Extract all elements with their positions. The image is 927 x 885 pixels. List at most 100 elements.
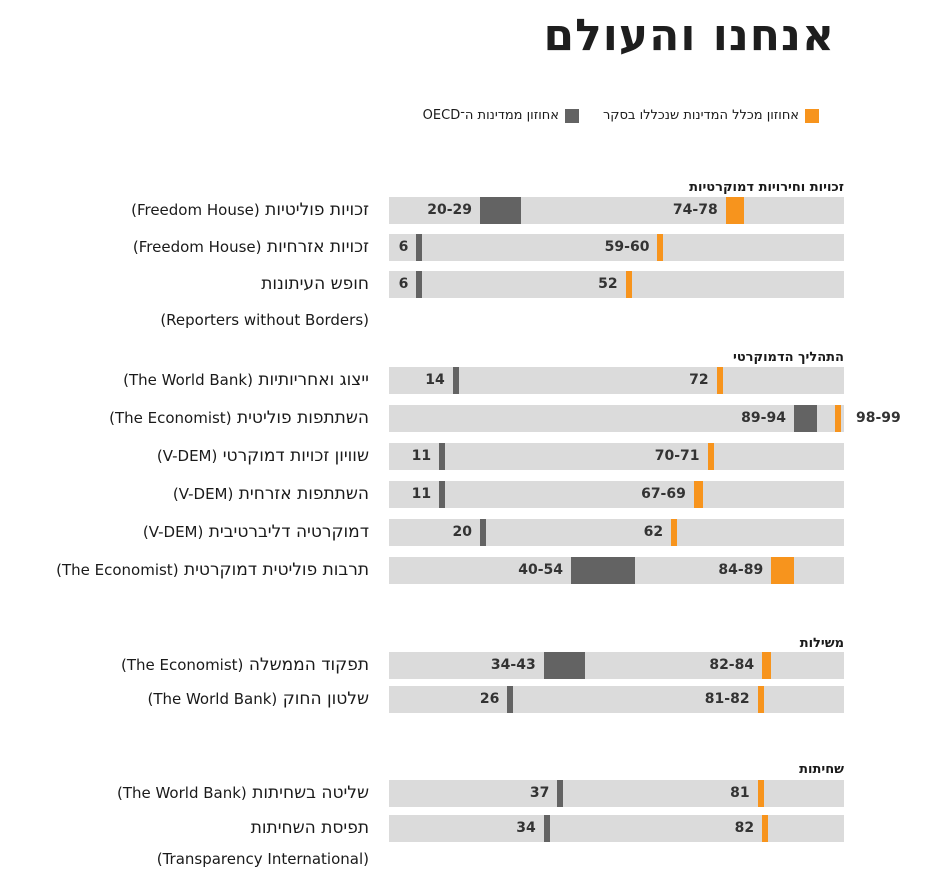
row-label: זכויות אזרחיות (Freedom House) [14, 237, 369, 257]
all-countries-value-label: 82-84 [709, 657, 755, 673]
all-countries-percentile-mark [762, 815, 769, 842]
oecd-value-label: 20-29 [427, 202, 472, 218]
bar-track: 6 59-60 [389, 234, 844, 261]
oecd-value-label: 26 [479, 691, 500, 707]
indicator-name: תרבות פוליטית דמוקרטית [183, 560, 369, 580]
row-label: שליטה בשחיתות (The World Bank) [14, 783, 369, 803]
indicator-name: זכויות אזרחיות [266, 237, 369, 257]
indicator-name: השתתפות אזרחית [238, 484, 369, 504]
all-countries-value-label: 62 [643, 524, 664, 540]
oecd-value-label: 6 [398, 276, 409, 292]
all-countries-percentile-mark [757, 686, 764, 713]
oecd-value-label: 11 [411, 448, 432, 464]
indicator-source: (V-DEM) [172, 485, 234, 503]
bar-track: 11 67-69 [389, 481, 844, 508]
indicator-source: (The Economist) [109, 409, 232, 427]
oecd-value-label: 11 [411, 486, 432, 502]
legend-label-oecd: אחוזון ממדינות ה־OECD [422, 108, 559, 123]
indicator-name: שלטון החוק [282, 689, 369, 709]
row-label: חופש העיתונות [14, 274, 369, 294]
all-countries-value-label: 98-99 [856, 410, 901, 426]
bar-track: 11 70-71 [389, 443, 844, 470]
indicator-source: (The World Bank) [116, 784, 247, 802]
legend-swatch-all-countries [805, 108, 819, 123]
bar-track: 40-54 84-89 [389, 557, 844, 584]
all-countries-percentile-mark [762, 652, 772, 679]
oecd-percentile-mark [543, 815, 550, 842]
row-label: תרבות פוליטית דמוקרטית (The Economist) [14, 560, 369, 580]
oecd-value-label: 14 [425, 372, 445, 388]
row-label: תפקוד הממשלה (The Economist) [14, 655, 369, 675]
indicator-name: דמוקרטיה דליברטיבית [208, 522, 369, 542]
all-countries-value-label: 84-89 [718, 562, 764, 578]
all-countries-percentile-mark [725, 197, 744, 224]
oecd-value-label: 20 [452, 524, 472, 540]
row-label: שלטון החוק (The World Bank) [14, 689, 369, 709]
bar-track: 6 52 [389, 271, 844, 298]
oecd-percentile-mark [416, 234, 423, 261]
indicator-source: (The Economist) [56, 561, 179, 579]
oecd-percentile-mark [557, 780, 564, 807]
bar-track: 14 72 [389, 367, 844, 394]
indicator-name: תפקוד הממשלה [248, 655, 369, 675]
bar-track: 89-94 [389, 405, 844, 432]
row-label: השתתפות פוליטית (The Economist) [14, 408, 369, 428]
indicator-name: שליטה בשחיתות [252, 783, 369, 803]
oecd-value-label: 89-94 [741, 410, 786, 426]
indicator-source: (The World Bank) [147, 690, 278, 708]
all-countries-percentile-mark [707, 443, 714, 470]
row-label: שוויון זכויות דמוקרטי (V-DEM) [14, 446, 369, 466]
legend-swatch-oecd [564, 108, 579, 123]
indicator-source: (Transparency International) [156, 850, 369, 868]
oecd-value-label: 40-54 [518, 562, 563, 578]
legend-label-all-countries: אחוזון מכלל המדינות שנכללו בסקר [602, 108, 799, 123]
all-countries-percentile-mark [657, 234, 664, 261]
indicator-source: (Freedom House) [132, 238, 262, 256]
bar-track: 34-43 82-84 [389, 652, 844, 679]
bar-track: 20-29 74-78 [389, 197, 844, 224]
indicator-name: זכויות פוליטיות [265, 200, 369, 220]
all-countries-value-label: 74-78 [672, 202, 718, 218]
row-label: דמוקרטיה דליברטיבית (V-DEM) [14, 522, 369, 542]
row-label: ייצוג ואחריותיות (The World Bank) [14, 370, 369, 390]
bar-track: 26 81-82 [389, 686, 844, 713]
page-title: אנחנו והעולם [543, 10, 835, 61]
all-countries-value-label: 72 [689, 372, 709, 388]
row-label: זכויות פוליטיות (Freedom House) [14, 200, 369, 220]
all-countries-value-label: 70-71 [654, 448, 700, 464]
oecd-value-label: 37 [529, 785, 550, 801]
bar-track: 37 81 [389, 780, 844, 807]
all-countries-value-label: 81-82 [704, 691, 750, 707]
indicator-name: תפיסת השחיתות [250, 818, 369, 838]
legend-item-all-countries: אחוזון מכלל המדינות שנכללו בסקר [603, 108, 819, 123]
oecd-percentile-mark [543, 652, 585, 679]
all-countries-percentile-mark [693, 481, 703, 508]
section-title: שחיתות [799, 762, 844, 777]
oecd-percentile-mark [480, 519, 486, 546]
all-countries-percentile-mark [771, 557, 794, 584]
indicator-source: (Reporters without Borders) [160, 311, 369, 329]
all-countries-value-label: 67-69 [641, 486, 686, 502]
oecd-value-label: 6 [398, 239, 409, 255]
all-countries-value-label: 59-60 [604, 239, 650, 255]
indicator-name: חופש העיתונות [261, 274, 369, 294]
indicator-name: השתתפות פוליטית [236, 408, 369, 428]
indicator-name: ייצוג ואחריותיות [258, 370, 369, 390]
legend-item-oecd: אחוזון ממדינות ה־OECD [423, 108, 579, 123]
all-countries-value-label: 52 [598, 276, 618, 292]
row-label: השתתפות אזרחית (V-DEM) [14, 484, 369, 504]
bar-track: 20 62 [389, 519, 844, 546]
indicator-source: (The World Bank) [123, 371, 253, 389]
chart-legend: אחוזון מכלל המדינות שנכללו בסקר אחוזון מ… [423, 108, 819, 123]
oecd-percentile-mark [439, 481, 446, 508]
indicator-name: שוויון זכויות דמוקרטי [222, 446, 369, 466]
indicator-source: (Freedom House) [131, 201, 260, 219]
all-countries-percentile-mark [757, 780, 764, 807]
oecd-percentile-mark [507, 686, 514, 713]
oecd-value-label: 34-43 [490, 657, 536, 673]
indicator-source: (V-DEM) [142, 523, 204, 541]
oecd-value-label: 34 [516, 820, 536, 836]
section-title: התהליך הדמוקרטי [733, 350, 844, 365]
indicator-source: (V-DEM) [156, 447, 218, 465]
oecd-percentile-mark [793, 405, 817, 432]
